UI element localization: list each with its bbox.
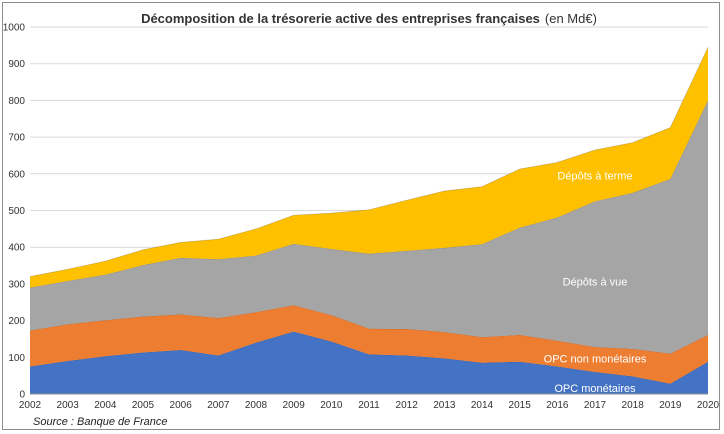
y-tick-label-800: 800 xyxy=(8,96,25,107)
y-tick-label-500: 500 xyxy=(8,206,25,217)
stacked-area-chart: Décomposition de la trésorerie active de… xyxy=(3,11,719,411)
x-tick-label-2009: 2009 xyxy=(283,400,306,411)
series-label-depots-a-vue: Dépôts à vue xyxy=(563,276,628,288)
y-axis: 0 100 200 300 400 500 600 700 800 900 1000 xyxy=(3,23,25,401)
x-tick-label-2004: 2004 xyxy=(94,400,117,411)
x-tick-label-2005: 2005 xyxy=(132,400,155,411)
y-tick-label-100: 100 xyxy=(8,353,25,364)
y-tick-label-400: 400 xyxy=(8,243,25,254)
chart-frame: Décomposition de la trésorerie active de… xyxy=(2,2,720,430)
series-label-opc-monetaires: OPC monétaires xyxy=(554,383,636,395)
x-tick-label-2013: 2013 xyxy=(433,400,456,411)
x-tick-label-2003: 2003 xyxy=(57,400,80,411)
area-edge-depots-a-terme xyxy=(29,47,709,277)
area-opc-non-monetaires xyxy=(30,305,708,384)
chart-title-unit: (en Md€) xyxy=(545,11,597,26)
series-labels: OPC monétaires OPC non monétaires Dépôts à… xyxy=(544,171,647,395)
x-tick-label-2018: 2018 xyxy=(622,400,645,411)
area-depots-a-terme xyxy=(30,47,708,288)
x-tick-label-2019: 2019 xyxy=(659,400,682,411)
x-tick-label-2015: 2015 xyxy=(509,400,532,411)
x-tick-label-2008: 2008 xyxy=(245,400,268,411)
x-tick-label-2002: 2002 xyxy=(19,400,42,411)
x-tick-label-2011: 2011 xyxy=(358,400,380,411)
y-tick-label-600: 600 xyxy=(8,169,25,180)
chart-title-main: Décomposition de la trésorerie active de… xyxy=(141,11,540,26)
area-depots-a-vue xyxy=(30,100,708,354)
series-label-opc-non-monetaires: OPC non monétaires xyxy=(544,353,647,365)
x-tick-label-2016: 2016 xyxy=(546,400,569,411)
chart-title: Décomposition de la trésorerie active de… xyxy=(141,11,597,26)
x-tick-label-2012: 2012 xyxy=(396,400,419,411)
y-tick-label-700: 700 xyxy=(8,133,25,144)
y-tick-label-1000: 1000 xyxy=(3,23,25,34)
y-tick-label-300: 300 xyxy=(8,279,25,290)
x-tick-label-2007: 2007 xyxy=(207,400,230,411)
x-axis: 2002 2003 2004 2005 2006 2007 2008 2009 2010 2011… xyxy=(19,393,719,411)
x-tick-label-2010: 2010 xyxy=(320,400,343,411)
source-note: Source : Banque de France xyxy=(33,416,168,428)
area-series xyxy=(29,47,709,394)
x-tick-label-2006: 2006 xyxy=(170,400,193,411)
x-tick-label-2020: 2020 xyxy=(697,400,719,411)
y-tick-label-0: 0 xyxy=(19,390,25,401)
series-label-depots-a-terme: Dépôts à terme xyxy=(557,171,632,183)
x-tick-label-2014: 2014 xyxy=(471,400,494,411)
x-tick-label-2017: 2017 xyxy=(584,400,607,411)
y-tick-label-200: 200 xyxy=(8,316,25,327)
y-tick-label-900: 900 xyxy=(8,59,25,70)
area-opc-monetaires xyxy=(30,331,708,394)
